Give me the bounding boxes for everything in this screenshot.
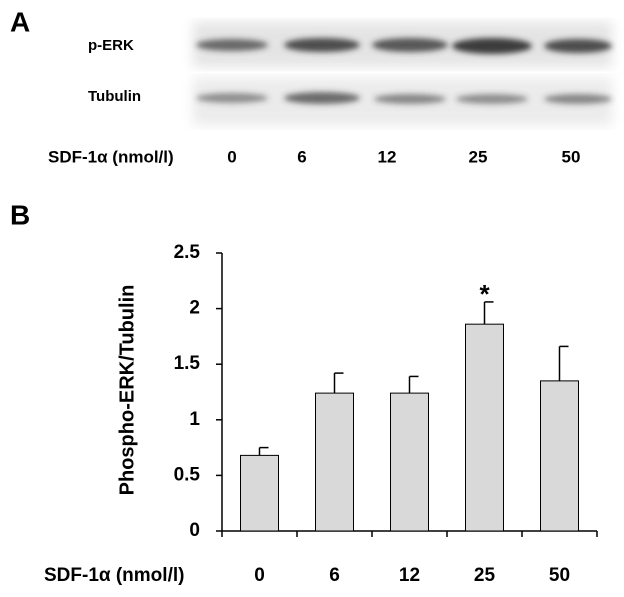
x-tick-label: 6 — [329, 565, 340, 586]
bar — [540, 380, 579, 532]
x-tick-label: 50 — [549, 565, 570, 586]
band — [544, 94, 612, 104]
error-bar — [558, 345, 569, 381]
panel-label: A — [10, 6, 30, 37]
panel-label: B — [10, 199, 30, 230]
bar — [315, 392, 354, 532]
x-axis-label: SDF-1α (nmol/l) — [44, 565, 184, 586]
error-bar — [258, 446, 269, 456]
lane-label: 25 — [469, 147, 488, 166]
y-tick-label: 2.5 — [174, 242, 201, 263]
error-bar — [483, 301, 494, 325]
band — [452, 38, 532, 54]
row-label: Tubulin — [88, 88, 141, 105]
lane-label: 12 — [378, 147, 397, 166]
band — [374, 94, 446, 104]
x-tick-label: 25 — [474, 565, 496, 586]
bar — [390, 392, 429, 532]
y-tick-label: 1.5 — [174, 353, 201, 374]
annotation: * — [479, 279, 490, 309]
y-tick-label: 0.5 — [174, 464, 201, 485]
y-axis-label: Phospho-ERK/Tubulin — [116, 285, 138, 496]
error-bar — [333, 372, 344, 394]
band — [284, 38, 360, 52]
lane-label: 0 — [227, 147, 236, 166]
bar — [465, 323, 504, 532]
band — [196, 39, 268, 51]
x-tick-label: 0 — [254, 565, 265, 586]
x-tick-label: 12 — [399, 565, 420, 586]
x-axis-label: SDF-1α (nmol/l) — [48, 147, 174, 166]
band — [372, 38, 448, 52]
bar — [240, 454, 279, 532]
y-tick-label: 1 — [189, 409, 200, 430]
band — [284, 92, 360, 104]
lane-label: 6 — [297, 147, 306, 166]
y-tick-label: 0 — [189, 520, 200, 541]
blot — [193, 22, 612, 125]
band — [544, 39, 612, 53]
y-tick-label: 2 — [189, 298, 200, 319]
row-label: p-ERK — [88, 37, 134, 54]
lane-label: 50 — [562, 147, 581, 166]
band — [456, 94, 528, 104]
error-bar — [408, 375, 419, 394]
band — [196, 93, 268, 103]
